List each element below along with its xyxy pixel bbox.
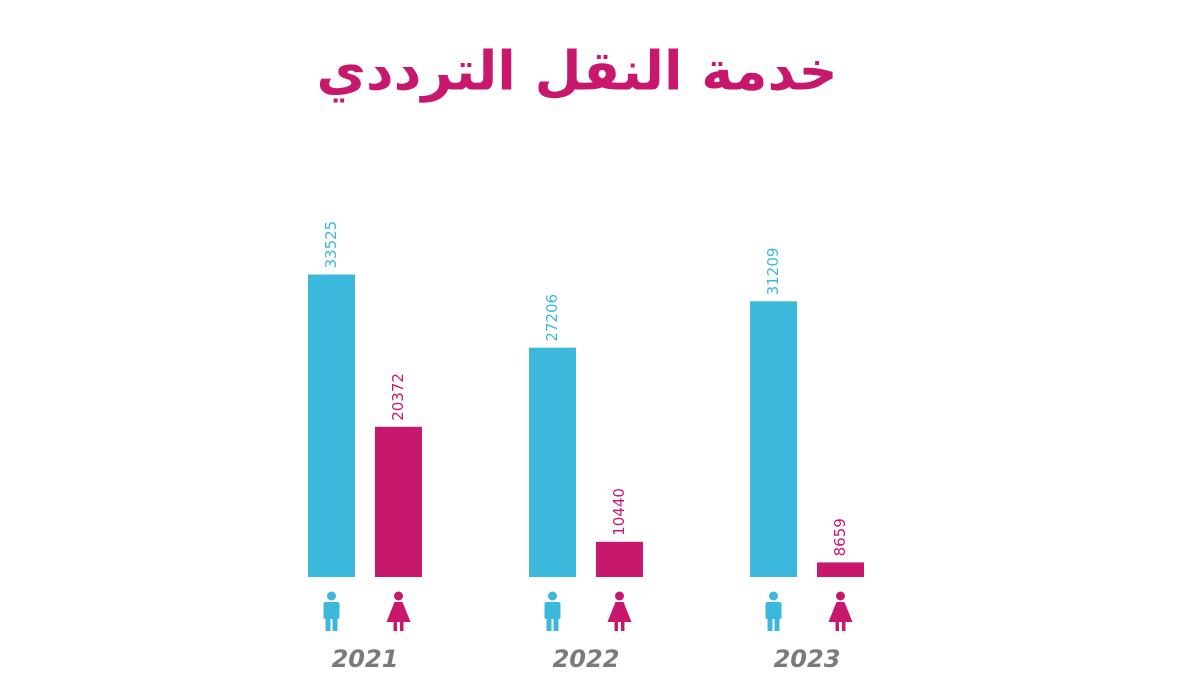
icon-head (769, 591, 778, 601)
icon-leg (774, 618, 780, 631)
icon-leg (325, 618, 331, 631)
icon-head (327, 591, 336, 601)
value-label: 10440 (610, 488, 628, 536)
value-label: 8659 (831, 518, 849, 556)
chart-title: خدمة النقل الترددي (316, 40, 837, 103)
icon-body (544, 602, 561, 619)
bar (596, 541, 643, 577)
value-label: 27206 (543, 294, 561, 342)
icon-leg (842, 622, 846, 631)
icon-head (548, 591, 557, 601)
icon-head (836, 591, 845, 601)
x-tick-label: 2022 (553, 645, 620, 673)
icon-body (828, 602, 853, 622)
bar (817, 562, 864, 577)
bar (529, 347, 576, 577)
bar (308, 274, 355, 577)
icon-head (394, 591, 403, 601)
icon-body (323, 602, 340, 619)
male-icon (765, 591, 782, 631)
icon-leg (614, 622, 618, 631)
male-icon (323, 591, 340, 631)
icon-leg (835, 622, 839, 631)
bar (750, 301, 797, 577)
x-tick-label: 2021 (332, 645, 399, 673)
value-label: 20372 (389, 373, 407, 421)
female-icon (607, 591, 632, 631)
value-label: 31209 (764, 248, 782, 296)
icon-body (607, 602, 632, 622)
x-tick-label: 2023 (774, 645, 841, 673)
icon-leg (553, 618, 559, 631)
female-icon (386, 591, 411, 631)
icon-leg (393, 622, 397, 631)
male-icon (544, 591, 561, 631)
bar (375, 426, 422, 577)
icon-body (386, 602, 411, 622)
icon-leg (767, 618, 773, 631)
female-icon (828, 591, 853, 631)
icon-leg (400, 622, 404, 631)
icon-leg (546, 618, 552, 631)
icon-body (765, 602, 782, 619)
icon-leg (332, 618, 338, 631)
icon-leg (621, 622, 625, 631)
icon-head (615, 591, 624, 601)
value-label: 33525 (322, 221, 340, 269)
